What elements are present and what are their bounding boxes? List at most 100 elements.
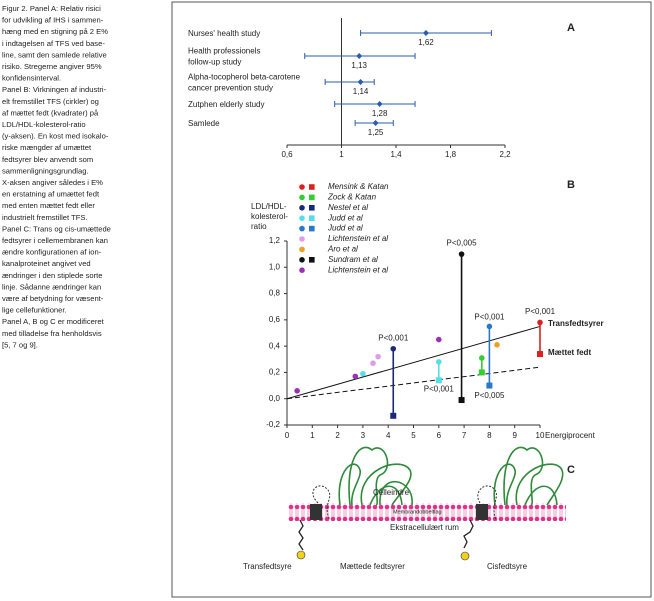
head-group (296, 550, 306, 560)
legend-circle (299, 215, 305, 221)
p-value: P<0,001 (525, 307, 556, 316)
legend-label: Zock & Katan (327, 193, 377, 202)
y-tick-label: 0,2 (269, 368, 281, 377)
tfs-point (375, 353, 381, 360)
y-tick-label: 1,0 (269, 262, 281, 271)
panel-label: B (567, 179, 575, 191)
caption-line: elt fremstillet TFS (cirkler) og (2, 97, 99, 106)
value-label: 1,62 (418, 38, 434, 47)
tfs-point (352, 373, 359, 380)
y-axis-label: LDL/HDL- (251, 202, 287, 211)
label: Cisfedtsyre (487, 562, 528, 571)
protein (338, 446, 413, 506)
caption-line: fedtsyrer blev anvendt som (2, 155, 93, 164)
caption-line: [5, 7 og 9]. (2, 340, 38, 349)
fatty-acid (476, 504, 488, 520)
caption-line: Figur 2. Panel A: Relativ risici (2, 4, 101, 13)
trans-chain (298, 519, 304, 551)
sfa-point (537, 351, 543, 358)
y-tick-label: -0,2 (266, 420, 280, 429)
x-tick-label: 2 (335, 431, 340, 440)
legend-label: Lichtenstein et al (328, 234, 388, 243)
channel-outline (312, 485, 331, 521)
panel-b: B LDL/HDL-kolesterol-ratio Energiprocent -0… (251, 179, 604, 440)
study-name: Nurses' health study (188, 29, 260, 38)
caption: Figur 2. Panel A: Relativ risici for udvi… (2, 4, 111, 349)
caption-line: LDL/HDL-kolesterol-ratio (2, 120, 86, 129)
tfs-point (479, 355, 485, 361)
caption-line: kanalproteinet angivet ved (2, 259, 91, 268)
x-tick-label: 7 (462, 431, 467, 440)
legend-circle (299, 225, 305, 232)
y-tick-label: 1,2 (269, 236, 281, 245)
legend-square (309, 194, 315, 201)
point (357, 79, 364, 85)
legend-label: Nestel et al (328, 203, 368, 212)
label: Transfedtsyre (243, 562, 292, 571)
fatty-acid (310, 504, 322, 520)
x-tick-label: 1,8 (445, 150, 457, 159)
tfs-point (360, 370, 366, 377)
caption-line: X-aksen angiver således i E% (2, 178, 103, 187)
p-value: P<0,005 (447, 239, 478, 248)
tfs-point (390, 345, 397, 352)
y-tick-label: 0,6 (269, 315, 281, 324)
y-axis-label: ratio (251, 222, 267, 231)
tfs-point (370, 360, 376, 367)
x-tick-label: 10 (536, 431, 545, 440)
figure-frame (171, 1, 652, 598)
legend-label: Aro et al (327, 245, 358, 254)
legend-label: Judd et al (327, 213, 363, 222)
label: Membrandobbeltlag (393, 509, 442, 515)
p-value: P<0,005 (474, 391, 505, 400)
caption-line: Panel B: Virkningen af industri- (2, 85, 107, 94)
study-name: Alpha-tocopherol beta-carotene (188, 73, 301, 82)
panel-c: C Celleindre Membrandobbeltlag Ekstracel… (243, 446, 575, 571)
sfa-point (486, 382, 493, 389)
caption-line: ændre konfigurationen af ion- (2, 248, 102, 257)
x-tick-label: 0,6 (281, 150, 293, 159)
trend-line (286, 325, 541, 400)
legend-label: Lichtenstein et al (328, 265, 388, 274)
head-group (460, 551, 470, 561)
panel-a: A 0,6 1 1,4 1,8 2,2 Nurses' health study 1,62 He… (188, 18, 575, 159)
x-tick-label: 2,2 (499, 150, 511, 159)
x-tick-label: 5 (411, 431, 416, 440)
caption-line: fedtsyrer i cellemembranen kan (2, 236, 108, 245)
legend-square (309, 257, 315, 263)
sfa-point (435, 377, 442, 384)
legend-square (309, 184, 315, 190)
point (372, 120, 379, 126)
p-value: P<0,001 (474, 312, 505, 321)
caption-line: Panel C: Trans og cis-umættede (2, 224, 111, 233)
x-axis-label: Energiprocent (545, 431, 596, 440)
x-tick-label: 1 (339, 150, 344, 159)
study-name: Samlede (188, 119, 220, 128)
caption-line: riske mængder af umættet (2, 143, 92, 152)
caption-line: af mættet fedt (kvadrater) på (2, 108, 99, 117)
caption-line: Panel A, B og C er modificeret (2, 317, 105, 326)
legend-square (309, 205, 315, 211)
sfa-point (390, 412, 397, 419)
channel-outline (477, 485, 497, 521)
legend-square (309, 225, 315, 232)
sfa-point (458, 397, 465, 404)
tfs-point (494, 342, 500, 348)
panel-label: A (567, 22, 575, 34)
legend-label: Judd et al (327, 224, 363, 233)
x-tick-label: 9 (512, 431, 517, 440)
legend-circle (299, 246, 305, 253)
caption-line: line, samt den samlede relative (2, 50, 107, 59)
caption-line: med enten mættet fedt eller (2, 201, 95, 210)
point (422, 30, 429, 36)
study-name: follow-up study (188, 58, 241, 67)
legend-label: Sundram et al (328, 255, 378, 264)
legend-circle (299, 236, 305, 242)
point (376, 101, 383, 107)
caption-line: sammenligningsgrundlag. (2, 166, 89, 175)
x-tick-label: 8 (487, 431, 492, 440)
trend-label: Mættet fedt (548, 348, 591, 357)
caption-line: industrielt fremstillet TFS. (2, 213, 88, 222)
label: Mættede fedtsyrer (340, 562, 405, 571)
